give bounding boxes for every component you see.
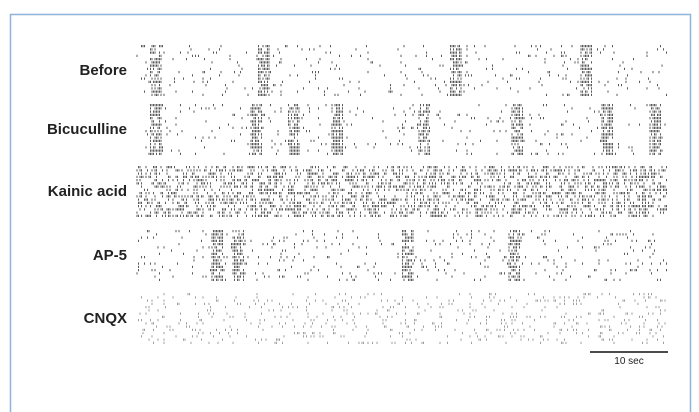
scale-bar-label: 10 sec	[614, 356, 643, 367]
rasters	[136, 45, 667, 344]
frame	[9, 13, 692, 412]
raster-panel	[136, 166, 667, 217]
condition-label: Kainic acid	[48, 183, 127, 200]
condition-label: CNQX	[84, 310, 127, 327]
raster-panel	[136, 230, 667, 281]
raster-panel	[138, 293, 666, 344]
condition-label: Before	[79, 62, 127, 79]
condition-label: AP-5	[93, 247, 127, 264]
raster-panel	[145, 104, 666, 155]
raster-panel	[136, 45, 667, 96]
condition-label: Bicuculline	[47, 121, 127, 138]
